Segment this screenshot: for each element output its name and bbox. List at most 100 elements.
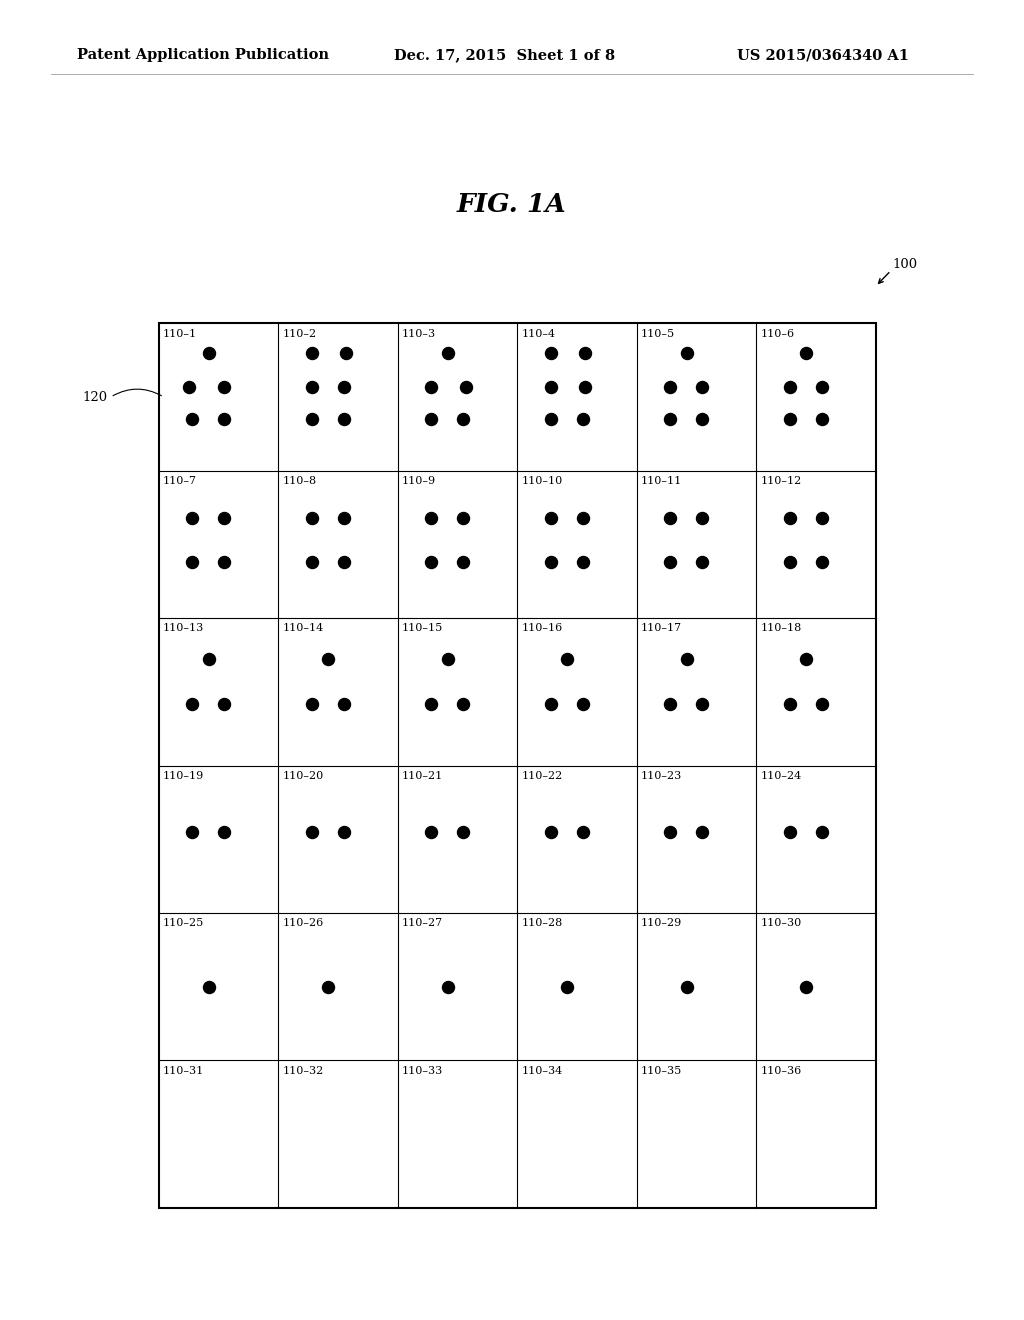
Text: 110–33: 110–33 (401, 1065, 443, 1076)
Point (813, 409, 829, 430)
Bar (159, 323, 876, 1208)
Point (574, 693, 591, 714)
Point (543, 342, 559, 363)
Point (662, 409, 678, 430)
Point (423, 507, 439, 528)
Point (694, 821, 711, 842)
Text: 110–20: 110–20 (283, 771, 324, 781)
Point (184, 552, 201, 573)
Point (201, 649, 217, 671)
Point (455, 552, 471, 573)
Text: 110–36: 110–36 (760, 1065, 802, 1076)
Text: 110–10: 110–10 (521, 477, 562, 486)
Point (201, 977, 217, 998)
Point (578, 376, 594, 397)
Point (781, 507, 798, 528)
Text: 110–11: 110–11 (641, 477, 682, 486)
Point (184, 409, 201, 430)
Point (574, 821, 591, 842)
Point (303, 376, 319, 397)
Point (216, 376, 232, 397)
Point (574, 507, 591, 528)
Text: 110–30: 110–30 (760, 919, 802, 928)
Point (216, 409, 232, 430)
Point (336, 693, 352, 714)
Point (321, 977, 337, 998)
Point (559, 977, 575, 998)
Text: 110–2: 110–2 (283, 329, 316, 339)
Text: 120: 120 (82, 391, 108, 404)
Point (216, 552, 232, 573)
Text: 110–19: 110–19 (163, 771, 204, 781)
Point (813, 821, 829, 842)
Point (578, 342, 594, 363)
Point (303, 693, 319, 714)
Point (336, 552, 352, 573)
Point (543, 821, 559, 842)
Point (336, 409, 352, 430)
Point (781, 552, 798, 573)
Point (303, 552, 319, 573)
Point (184, 507, 201, 528)
Text: 110–7: 110–7 (163, 477, 197, 486)
Point (662, 693, 678, 714)
Point (216, 507, 232, 528)
Point (336, 376, 352, 397)
Point (781, 376, 798, 397)
Text: 110–25: 110–25 (163, 919, 204, 928)
Text: 110–8: 110–8 (283, 477, 316, 486)
Point (679, 342, 695, 363)
Point (455, 693, 471, 714)
Point (813, 507, 829, 528)
Point (423, 376, 439, 397)
Point (798, 649, 814, 671)
Point (439, 649, 456, 671)
Text: 110–4: 110–4 (521, 329, 555, 339)
Text: 110–35: 110–35 (641, 1065, 682, 1076)
Point (679, 977, 695, 998)
Text: 110–13: 110–13 (163, 623, 204, 634)
Point (201, 342, 217, 363)
Point (694, 409, 711, 430)
Text: 110–9: 110–9 (401, 477, 436, 486)
Point (543, 409, 559, 430)
Point (423, 693, 439, 714)
Point (303, 507, 319, 528)
Point (679, 649, 695, 671)
Point (455, 409, 471, 430)
Point (439, 977, 456, 998)
Point (662, 552, 678, 573)
Point (216, 821, 232, 842)
Text: 110–18: 110–18 (760, 623, 802, 634)
Point (423, 821, 439, 842)
Point (321, 649, 337, 671)
Text: 110–32: 110–32 (283, 1065, 324, 1076)
Point (303, 409, 319, 430)
Text: 110–12: 110–12 (760, 477, 802, 486)
Point (303, 342, 319, 363)
Text: 100: 100 (893, 257, 919, 271)
Point (662, 821, 678, 842)
Point (781, 821, 798, 842)
Point (798, 342, 814, 363)
Text: 110–22: 110–22 (521, 771, 562, 781)
Text: 110–27: 110–27 (401, 919, 442, 928)
Point (662, 507, 678, 528)
Point (798, 977, 814, 998)
Text: 110–5: 110–5 (641, 329, 675, 339)
Text: 110–28: 110–28 (521, 919, 562, 928)
Text: 110–31: 110–31 (163, 1065, 204, 1076)
Text: Dec. 17, 2015  Sheet 1 of 8: Dec. 17, 2015 Sheet 1 of 8 (394, 49, 615, 62)
Point (694, 507, 711, 528)
Point (543, 552, 559, 573)
Point (559, 649, 575, 671)
Text: 110–23: 110–23 (641, 771, 682, 781)
Text: US 2015/0364340 A1: US 2015/0364340 A1 (737, 49, 909, 62)
Point (184, 821, 201, 842)
Point (458, 376, 474, 397)
Point (543, 507, 559, 528)
Text: 110–29: 110–29 (641, 919, 682, 928)
Point (543, 376, 559, 397)
Text: 110–15: 110–15 (401, 623, 443, 634)
Point (439, 342, 456, 363)
